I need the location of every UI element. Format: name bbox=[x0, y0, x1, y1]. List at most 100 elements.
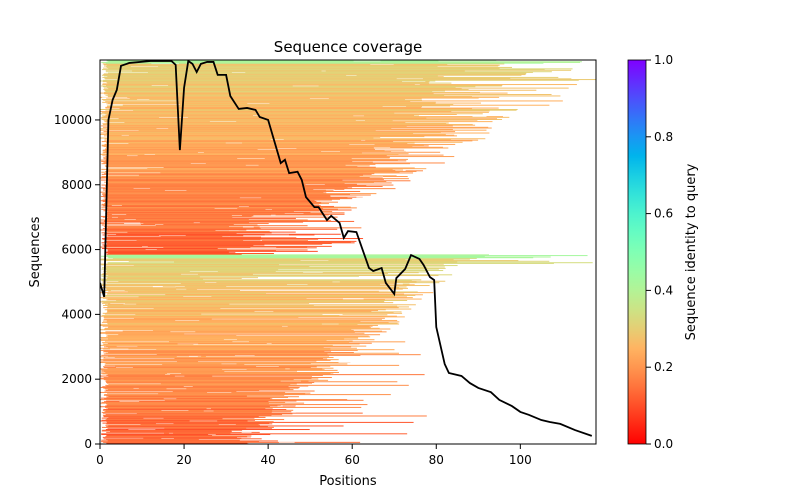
sequence-bar bbox=[106, 253, 242, 255]
sequence-bar bbox=[118, 334, 381, 336]
sequence-bar bbox=[100, 129, 487, 131]
sequence-bar bbox=[107, 277, 259, 279]
sequence-bar bbox=[100, 177, 383, 179]
colorbar bbox=[627, 59, 647, 445]
sequence-bar bbox=[107, 178, 384, 180]
sequence-bar bbox=[105, 286, 407, 288]
sequence-bar bbox=[103, 189, 326, 191]
alignment-gap bbox=[111, 216, 118, 218]
sequence-bar bbox=[106, 147, 449, 149]
sequence-bar bbox=[105, 267, 446, 269]
colorbar-tick-label: 0.8 bbox=[654, 130, 673, 144]
sequence-bar bbox=[100, 402, 305, 404]
sequence-bar bbox=[102, 414, 272, 416]
sequence-bar bbox=[106, 272, 419, 274]
sequence-bar bbox=[107, 262, 554, 264]
sequence-bar bbox=[104, 313, 202, 315]
sequence-bar bbox=[105, 213, 324, 215]
sequence-bar bbox=[100, 378, 319, 380]
alignment-gap bbox=[280, 404, 298, 406]
alignment-gap bbox=[142, 245, 148, 247]
sequence-bar bbox=[108, 72, 527, 74]
sequence-bar bbox=[103, 359, 331, 361]
sequence-bar bbox=[163, 432, 231, 434]
sequence-bar bbox=[176, 361, 199, 363]
sequence-bar bbox=[100, 377, 312, 379]
sequence-bar bbox=[103, 358, 328, 360]
alignment-gap bbox=[338, 362, 360, 363]
colorbar-tick-label: 0.0 bbox=[654, 437, 673, 451]
sequence-bar bbox=[102, 193, 350, 195]
sequence-bar bbox=[103, 367, 311, 369]
sequence-bar bbox=[102, 409, 294, 411]
alignment-gap bbox=[232, 341, 249, 343]
sequence-bar bbox=[103, 438, 262, 440]
sequence-bar bbox=[104, 401, 269, 403]
alignment-gap bbox=[189, 420, 218, 422]
sequence-bar bbox=[102, 267, 428, 269]
sequence-bar bbox=[101, 419, 256, 421]
sequence-bar bbox=[101, 417, 255, 419]
alignment-gap bbox=[204, 282, 217, 283]
sequence-bar bbox=[102, 228, 261, 230]
sequence-bar bbox=[107, 355, 330, 357]
sequence-bar bbox=[100, 329, 352, 331]
sequence-bar bbox=[105, 156, 455, 158]
sequence-bar bbox=[156, 354, 421, 356]
alignment-gap bbox=[123, 303, 137, 305]
sequence-bar bbox=[100, 375, 213, 377]
alignment-gap bbox=[266, 342, 272, 344]
sequence-bar bbox=[101, 204, 320, 206]
sequence-bar bbox=[106, 66, 438, 68]
sequence-bar bbox=[101, 433, 408, 435]
x-tick-label: 20 bbox=[176, 453, 191, 467]
sequence-bar bbox=[119, 108, 472, 110]
sequence-bar bbox=[105, 183, 357, 185]
sequence-bar bbox=[109, 431, 232, 433]
sequence-bar bbox=[104, 340, 353, 342]
sequence-bar bbox=[103, 379, 294, 381]
sequence-bar bbox=[107, 124, 476, 126]
sequence-bar bbox=[102, 290, 240, 292]
sequence-bar bbox=[107, 310, 372, 312]
sequence-bar bbox=[105, 190, 334, 192]
sequence-bar bbox=[106, 407, 273, 409]
alignment-gap bbox=[137, 99, 150, 100]
sequence-bar bbox=[106, 396, 289, 398]
sequence-bar bbox=[100, 92, 508, 94]
alignment-gap bbox=[250, 247, 277, 249]
sequence-bar bbox=[104, 139, 479, 141]
sequence-bar bbox=[105, 94, 445, 96]
sequence-bar bbox=[102, 154, 444, 156]
sequence-bar bbox=[102, 244, 265, 246]
sequence-bar bbox=[101, 144, 424, 146]
sequence-bar bbox=[101, 176, 408, 178]
alignment-gap bbox=[126, 155, 138, 157]
alignment-gap bbox=[144, 153, 156, 155]
sequence-bar bbox=[103, 366, 317, 368]
sequence-bar bbox=[104, 350, 332, 352]
sequence-bar bbox=[107, 217, 233, 219]
sequence-bar bbox=[101, 173, 372, 175]
sequence-bar bbox=[103, 135, 457, 137]
sequence-bar bbox=[108, 352, 354, 354]
alignment-gap bbox=[215, 230, 239, 231]
sequence-bar bbox=[100, 332, 365, 334]
sequence-bar bbox=[105, 389, 260, 391]
sequence-bar bbox=[103, 353, 328, 355]
sequence-bar bbox=[101, 411, 288, 413]
sequence-bar bbox=[102, 76, 559, 78]
sequence-bar bbox=[108, 384, 291, 386]
alignment-gap bbox=[223, 339, 237, 340]
sequence-bar bbox=[104, 194, 371, 196]
sequence-bar bbox=[106, 113, 457, 115]
sequence-bar bbox=[101, 99, 406, 101]
alignment-gap bbox=[369, 176, 384, 178]
sequence-bar bbox=[100, 356, 206, 358]
sequence-bar bbox=[107, 327, 371, 329]
sequence-bar bbox=[108, 425, 344, 427]
sequence-bar bbox=[105, 160, 407, 162]
sequence-bar bbox=[106, 157, 390, 159]
sequence-bar bbox=[103, 370, 298, 372]
sequence-bar bbox=[100, 223, 269, 225]
